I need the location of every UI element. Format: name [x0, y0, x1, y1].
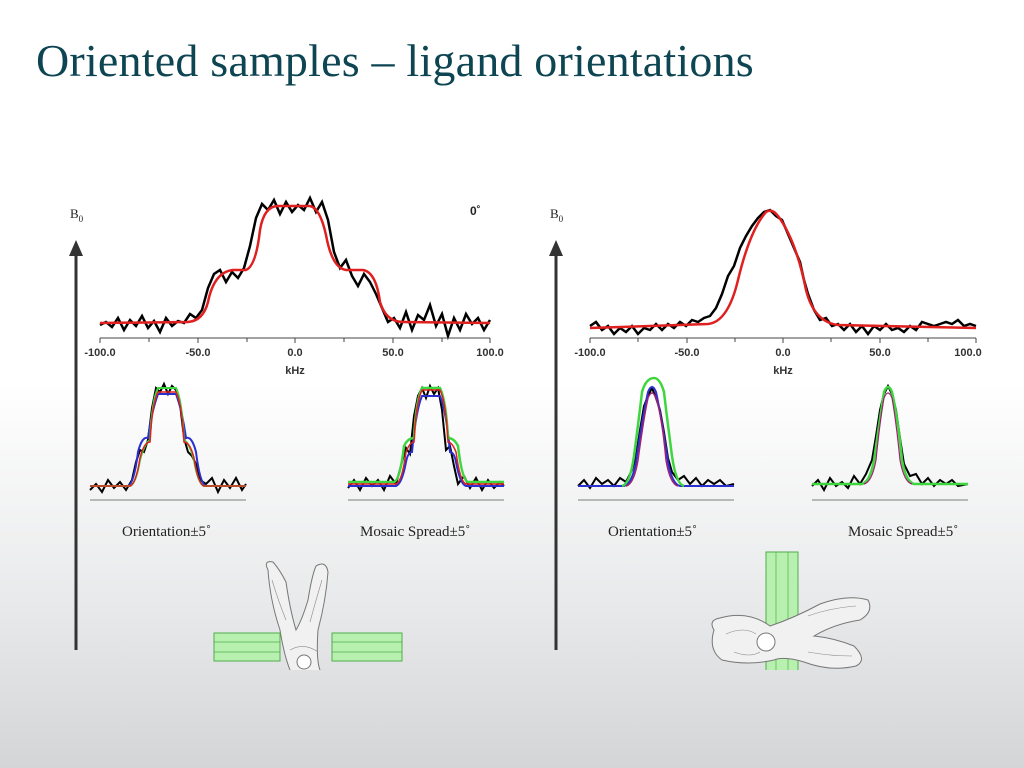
fit-trace [625, 392, 679, 487]
fit-trace-minus [578, 386, 734, 487]
experimental-trace [589, 208, 977, 337]
main-spectrum: -100.0 -50.0 0.0 50.0 100.0 kHz [84, 195, 504, 377]
b0-arrow [549, 240, 563, 650]
inset-left-caption: Orientation±5˚ [122, 524, 211, 540]
panel-right-figure: B0 -100.0 -50.0 0.0 50.0 100.0 kHz [549, 206, 982, 733]
fit-trace-plus [621, 376, 685, 488]
fit-trace [863, 392, 913, 485]
fit-trace [348, 389, 504, 485]
fit-trace-minus [90, 393, 246, 487]
fit-trace [90, 391, 246, 487]
experimental-trace [577, 385, 735, 490]
panel-right: B0 -100.0 -50.0 0.0 50.0 100.0 kHz [538, 190, 988, 733]
b0-label: B0 [70, 206, 84, 224]
inset-left-caption: Orientation±5˚ [608, 524, 697, 540]
inset-right-caption: Mosaic Spread±5˚ [848, 524, 958, 540]
panel-left-figure: B0 0˚ -100.0 -50.0 0.0 50.0 100.0 kHz [69, 195, 505, 712]
main-tick-label: 100.0 [476, 347, 504, 359]
angle-label: 0˚ [470, 204, 481, 218]
fit-trace-minus [348, 395, 504, 487]
main-tick-label: 0.0 [775, 347, 790, 359]
main-tick-label: -100.0 [84, 347, 115, 359]
molecule-illustration [213, 561, 403, 712]
main-spectrum: -100.0 -50.0 0.0 50.0 100.0 kHz [574, 208, 982, 377]
main-xlabel: kHz [285, 365, 305, 377]
inset-orientation [577, 376, 735, 501]
main-tick-label: 50.0 [382, 347, 403, 359]
fit-trace [589, 209, 977, 330]
experimental-trace [347, 383, 505, 493]
main-tick-label: 50.0 [869, 347, 890, 359]
inset-right-caption: Mosaic Spread±5˚ [360, 524, 470, 540]
experimental-trace [89, 381, 247, 495]
fit-trace [99, 204, 491, 325]
fit-trace-plus [812, 385, 968, 486]
experimental-trace [99, 195, 492, 341]
panel-left: B0 0˚ -100.0 -50.0 0.0 50.0 100.0 kHz [58, 190, 508, 712]
main-tick-label: 0.0 [287, 347, 302, 359]
main-tick-label: -100.0 [574, 347, 605, 359]
main-tick-label: -50.0 [185, 347, 210, 359]
molecule-illustration [711, 551, 871, 733]
b0-arrow [69, 240, 83, 650]
main-xlabel: kHz [773, 365, 793, 377]
slide-title: Oriented samples – ligand orientations [36, 35, 754, 86]
main-tick-label: -50.0 [674, 347, 699, 359]
inset-mosaic [811, 383, 969, 501]
inset-orientation [89, 381, 247, 501]
inset-mosaic [347, 383, 505, 501]
experimental-trace [811, 383, 969, 493]
b0-label: B0 [550, 206, 564, 224]
fit-trace-plus [348, 386, 504, 484]
fit-trace-plus [90, 387, 246, 487]
main-tick-label: 100.0 [954, 347, 982, 359]
